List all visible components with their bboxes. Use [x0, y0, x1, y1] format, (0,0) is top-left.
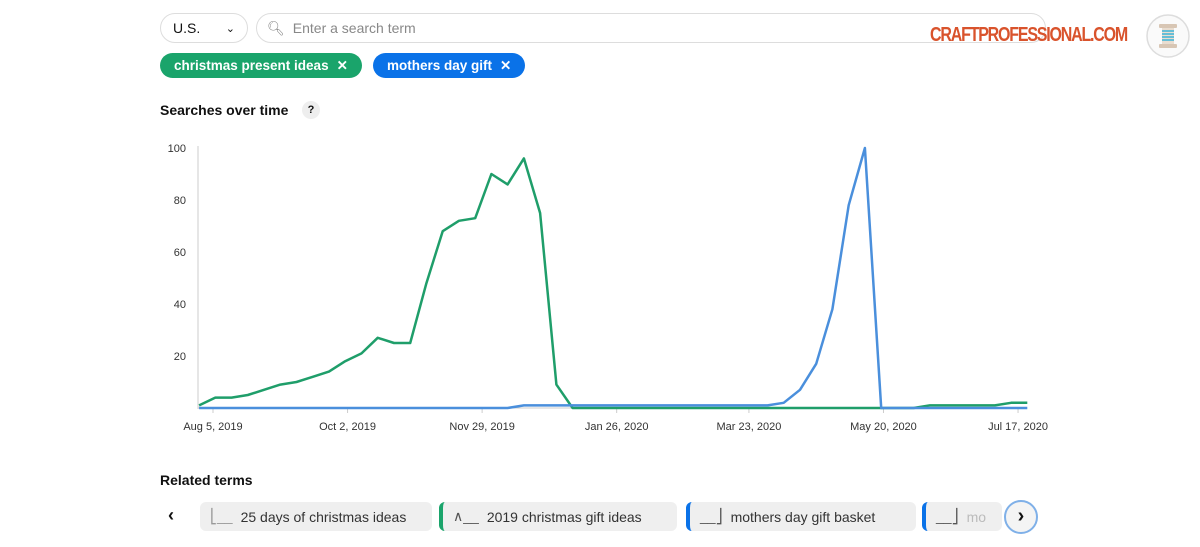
y-tick-label: 80: [174, 195, 186, 207]
sparkline-icon: __⎦: [700, 508, 723, 524]
x-tick-label: Jul 17, 2020: [988, 421, 1048, 433]
chevron-down-icon: ⌄: [225, 22, 235, 35]
x-tick-label: Nov 29, 2019: [449, 421, 514, 433]
x-tick-label: May 20, 2020: [850, 421, 917, 433]
x-tick-label: Oct 2, 2019: [319, 421, 376, 433]
y-tick-label: 60: [174, 247, 186, 259]
related-term[interactable]: ∧__ 2019 christmas gift ideas: [439, 502, 677, 531]
chip-label: mothers day gift: [387, 58, 493, 73]
y-tick-label: 40: [174, 299, 186, 311]
series-line-0: [198, 157, 1028, 410]
related-term[interactable]: ⎣__ 25 days of christmas ideas: [200, 502, 432, 531]
related-term[interactable]: __⎦ mo: [922, 502, 1002, 531]
chevron-right-icon[interactable]: ›: [1004, 500, 1038, 534]
related-term-label: mothers day gift basket: [730, 508, 876, 525]
region-value: U.S.: [173, 20, 201, 36]
line-chart: 20 40 60 80 100 Aug 5, 2019 Oct 2, 2019 Nov 29,…: [168, 143, 1048, 433]
x-tick-label: Jan 26, 2020: [585, 421, 649, 433]
help-icon[interactable]: ?: [302, 101, 320, 119]
section-title: Searches over time: [160, 102, 289, 118]
related-term-label: mo: [966, 508, 987, 525]
x-tick-label: Mar 23, 2020: [717, 421, 782, 433]
search-placeholder: Enter a search term: [292, 20, 416, 36]
sparkline-icon: ∧__: [453, 508, 479, 524]
region-select[interactable]: U.S. ⌄: [160, 13, 248, 43]
search-input[interactable]: 🔍︎ Enter a search term: [256, 13, 1046, 43]
related-term-label: 25 days of christmas ideas: [240, 508, 407, 525]
close-icon[interactable]: ✕: [500, 57, 512, 73]
chevron-left-icon[interactable]: ‹: [168, 505, 174, 525]
chip-mothers-day-gift[interactable]: mothers day gift ✕: [373, 53, 526, 78]
series-line-1: [199, 146, 1028, 410]
spool-icon: [1146, 14, 1190, 58]
close-icon[interactable]: ✕: [336, 57, 348, 73]
related-title: Related terms: [160, 472, 253, 488]
related-term-label: 2019 christmas gift ideas: [486, 508, 642, 525]
search-icon: 🔍︎: [267, 19, 285, 36]
logo-text: CRAFTPROFESSIONAL.COM: [930, 24, 1128, 46]
chip-label: christmas present ideas: [174, 58, 329, 73]
x-tick-label: Aug 5, 2019: [183, 421, 242, 433]
y-tick-label: 100: [168, 143, 186, 155]
related-term[interactable]: __⎦ mothers day gift basket: [686, 502, 916, 531]
sparkline-icon: ⎣__: [210, 508, 233, 524]
y-tick-label: 20: [174, 351, 186, 363]
chip-christmas-present-ideas[interactable]: christmas present ideas ✕: [160, 53, 362, 78]
sparkline-icon: __⎦: [936, 508, 959, 524]
